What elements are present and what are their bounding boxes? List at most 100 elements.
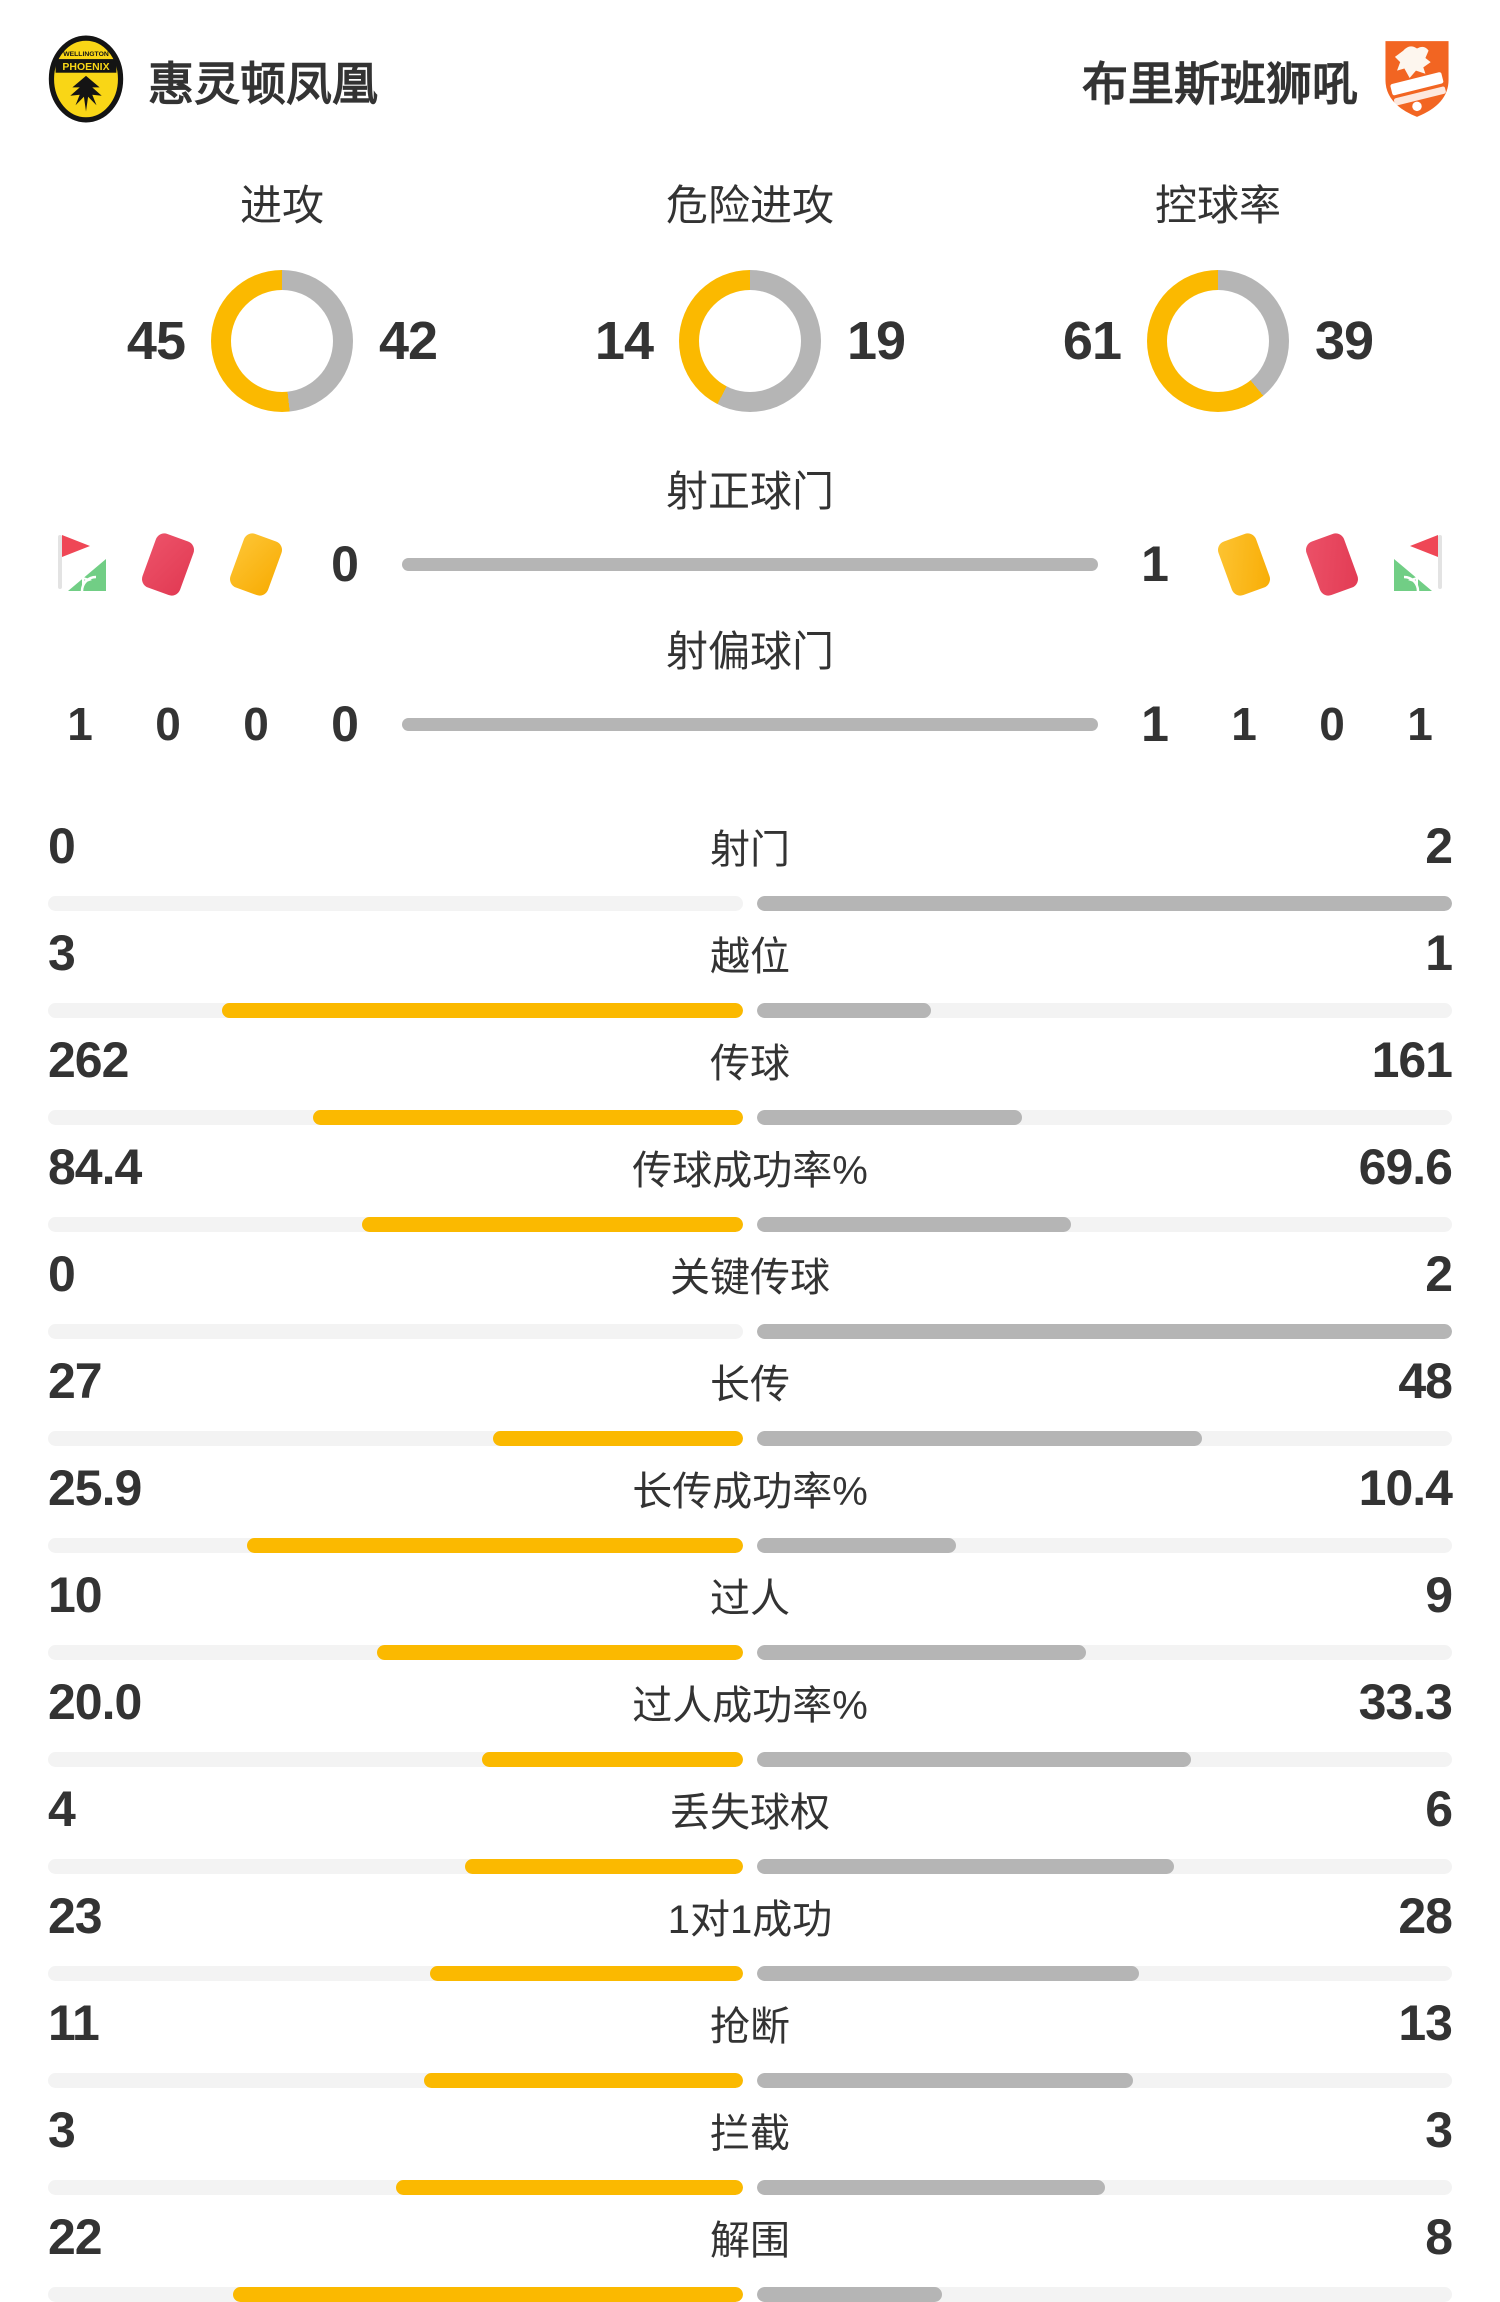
stat-label: 长传成功率% bbox=[632, 1470, 868, 1514]
away-bar-track bbox=[757, 1431, 1452, 1446]
dangerous-attacks-label: 危险进攻 bbox=[665, 182, 834, 229]
stat-bar bbox=[48, 1431, 1452, 1446]
stat-home-value: 84.4 bbox=[48, 1139, 142, 1195]
stat-label: 越位 bbox=[710, 935, 790, 979]
stat-label: 长传 bbox=[710, 1363, 790, 1407]
home-bar-fill bbox=[429, 1966, 743, 1981]
yellow-card-icon bbox=[224, 529, 288, 599]
stat-home-value: 262 bbox=[48, 1032, 129, 1088]
away-bar-track bbox=[757, 1752, 1452, 1767]
attacks-donut: 进攻 45 42 bbox=[48, 180, 516, 412]
away-bar-fill bbox=[757, 2073, 1134, 2088]
home-bar-fill bbox=[221, 1003, 743, 1018]
away-bar-track bbox=[757, 1859, 1452, 1874]
corner-flag-icon bbox=[1388, 529, 1452, 599]
attacks-away-value: 42 bbox=[379, 311, 438, 371]
shots-off-target-home-value: 0 bbox=[331, 696, 359, 752]
shots-off-target-row: 1 0 0 0 1 1 0 1 bbox=[48, 688, 1452, 760]
stat-label: 拦截 bbox=[710, 2112, 790, 2156]
shots-on-target-away-value: 1 bbox=[1141, 536, 1169, 592]
red-card-icon bbox=[136, 529, 200, 599]
home-bar-track bbox=[48, 1217, 743, 1232]
away-bar-fill bbox=[757, 1966, 1139, 1981]
stat-away-value: 10.4 bbox=[1358, 1460, 1453, 1516]
stat-bar bbox=[48, 1859, 1452, 1874]
stat-away-value: 2 bbox=[1425, 818, 1453, 874]
possession-home-value: 61 bbox=[1062, 311, 1122, 371]
stat-bar bbox=[48, 1645, 1452, 1660]
corner-flag-icon bbox=[48, 529, 112, 599]
stat-row: 11 抢断 13 bbox=[48, 1981, 1453, 2088]
stat-home-value: 0 bbox=[48, 1246, 76, 1302]
stat-away-value: 48 bbox=[1398, 1353, 1453, 1409]
shots-on-target-bar bbox=[402, 557, 1098, 571]
stat-label: 过人成功率% bbox=[632, 1684, 868, 1728]
away-bar-track bbox=[757, 1538, 1452, 1553]
away-bar-fill bbox=[757, 1324, 1452, 1339]
home-bar-track bbox=[48, 1966, 743, 1981]
away-bar-fill bbox=[757, 1110, 1022, 1125]
away-discipline-icons bbox=[1212, 529, 1452, 599]
stat-home-value: 4 bbox=[48, 1781, 76, 1837]
away-team-name: 布里斯班狮吼 bbox=[1082, 58, 1358, 110]
away-bar-fill bbox=[757, 1752, 1192, 1767]
stat-away-value: 2 bbox=[1425, 1246, 1453, 1302]
red-card-icon bbox=[1300, 529, 1364, 599]
stat-bar bbox=[48, 1110, 1452, 1125]
stat-away-value: 9 bbox=[1425, 1567, 1453, 1623]
stat-row: 3 越位 1 bbox=[48, 911, 1453, 1018]
home-discipline-icons bbox=[48, 529, 288, 599]
home-bar-track bbox=[48, 1645, 743, 1660]
home-bar-track bbox=[48, 1752, 743, 1767]
home-bar-track bbox=[48, 1859, 743, 1874]
stat-label: 解围 bbox=[710, 2219, 790, 2263]
yellow-card-icon bbox=[1212, 529, 1276, 599]
stat-home-value: 11 bbox=[48, 1995, 100, 2051]
home-bar-track bbox=[48, 896, 743, 911]
home-yellow-cards-count: 0 bbox=[243, 698, 269, 750]
home-bar-track bbox=[48, 2287, 743, 2302]
away-bar-fill bbox=[757, 896, 1452, 911]
away-team: 布里斯班狮吼 bbox=[1082, 38, 1452, 125]
attacks-label: 进攻 bbox=[239, 182, 324, 229]
away-bar-fill bbox=[757, 1217, 1072, 1232]
stat-away-value: 13 bbox=[1398, 1995, 1453, 2051]
home-bar-fill bbox=[482, 1752, 743, 1767]
away-bar-track bbox=[757, 1110, 1452, 1125]
stat-row: 25.9 长传成功率% 10.4 bbox=[48, 1446, 1453, 1553]
dangerous-attacks-donut-ring bbox=[679, 270, 821, 412]
home-bar-fill bbox=[362, 1217, 743, 1232]
away-bar-fill bbox=[757, 1859, 1174, 1874]
stat-row: 27 长传 48 bbox=[48, 1339, 1453, 1446]
svg-text:WELLINGTON: WELLINGTON bbox=[63, 50, 109, 57]
home-bar-fill bbox=[395, 2180, 743, 2195]
stat-bar bbox=[48, 1324, 1452, 1339]
away-bar-track bbox=[757, 1003, 1452, 1018]
stat-bar bbox=[48, 1217, 1452, 1232]
shots-on-target-row: 0 1 bbox=[48, 528, 1452, 600]
dangerous-attacks-home-value: 14 bbox=[594, 311, 654, 371]
shots-on-target-home-value: 0 bbox=[331, 536, 359, 592]
home-bar-fill bbox=[233, 2287, 743, 2302]
away-red-cards-count: 0 bbox=[1319, 698, 1345, 750]
stat-bar bbox=[48, 2073, 1452, 2088]
stat-row: 3 拦截 3 bbox=[48, 2088, 1453, 2195]
home-bar-track bbox=[48, 1003, 743, 1018]
stat-label: 传球成功率% bbox=[632, 1149, 868, 1193]
away-bar-track bbox=[757, 896, 1452, 911]
attacks-donut-ring bbox=[211, 270, 353, 412]
attacks-home-value: 45 bbox=[126, 311, 186, 371]
stat-away-value: 33.3 bbox=[1358, 1674, 1453, 1730]
shots-off-target-label: 射偏球门 bbox=[665, 628, 834, 675]
stat-home-value: 3 bbox=[48, 2102, 76, 2158]
stat-bar bbox=[48, 1752, 1452, 1767]
away-team-logo-icon bbox=[1382, 38, 1452, 125]
stat-home-value: 3 bbox=[48, 925, 76, 981]
away-bar-track bbox=[757, 2073, 1452, 2088]
stat-row: 10 过人 9 bbox=[48, 1553, 1453, 1660]
home-bar-fill bbox=[424, 2073, 743, 2088]
stat-away-value: 28 bbox=[1398, 1888, 1453, 1944]
away-corners-count: 1 bbox=[1407, 698, 1433, 750]
away-bar-fill bbox=[757, 1645, 1087, 1660]
